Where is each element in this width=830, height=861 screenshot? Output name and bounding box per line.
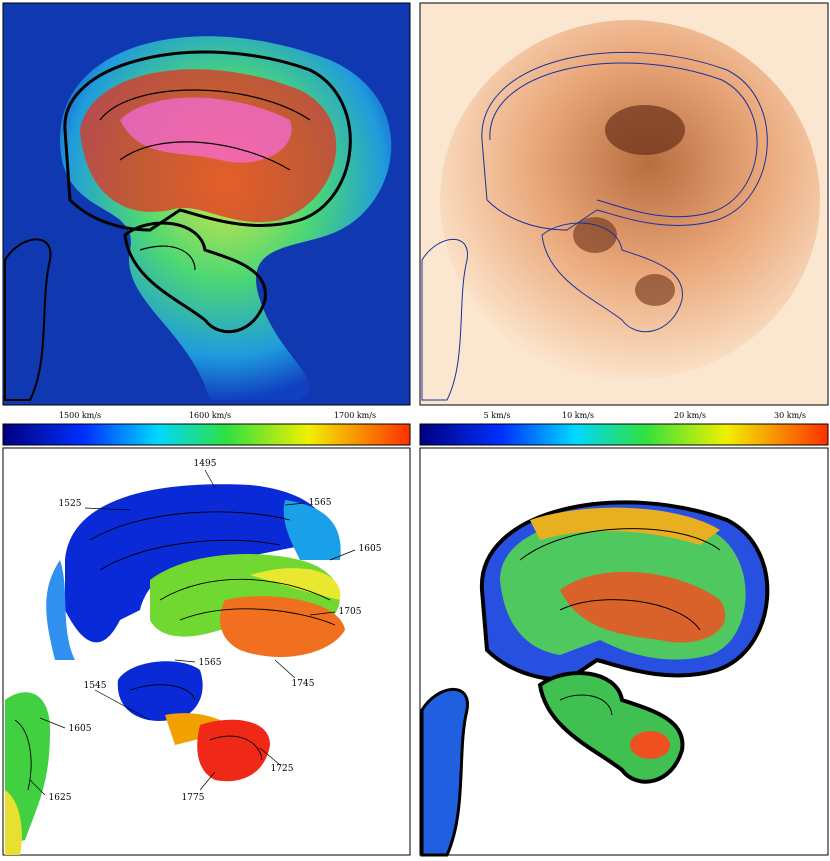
contour-label: 1495: [194, 459, 217, 469]
contour-label: 1525: [59, 499, 82, 509]
colorbar-label: 20 km/s: [674, 411, 706, 420]
contour-label: 1775: [182, 793, 205, 803]
contour-label: 1605: [359, 544, 382, 554]
contour-label: 1745: [292, 679, 315, 689]
colorbar-label: 5 km/s: [484, 411, 511, 420]
contour-label: 1565: [199, 658, 222, 668]
colorbar-label: 1700 km/s: [334, 411, 376, 420]
colorbar-label: 30 km/s: [774, 411, 806, 420]
contour-label: 1705: [339, 607, 362, 617]
panel-intensity-map: [2, 2, 411, 406]
colorbar-label: 1600 km/s: [189, 411, 231, 420]
contour-label: 1625: [49, 793, 72, 803]
panel-dispersion-map: [419, 447, 829, 857]
colorbar-label: 1500 km/s: [59, 411, 101, 420]
contour-label: 1565: [309, 498, 332, 508]
contour-label: 1605: [69, 724, 92, 734]
colorbar-velocity: 1500 km/s 1600 km/s 1700 km/s: [2, 411, 411, 446]
contour-label: 1545: [84, 681, 107, 691]
panel-optical-image: [419, 2, 829, 406]
colorbar-dispersion: 5 km/s 10 km/s 20 km/s 30 km/s: [419, 411, 829, 446]
colorbar-label: 10 km/s: [562, 411, 594, 420]
panel-velocity-map: 1495 1525 1565 1605 1705 1745 1565 1545 …: [2, 447, 411, 856]
contour-label: 1725: [271, 764, 294, 774]
